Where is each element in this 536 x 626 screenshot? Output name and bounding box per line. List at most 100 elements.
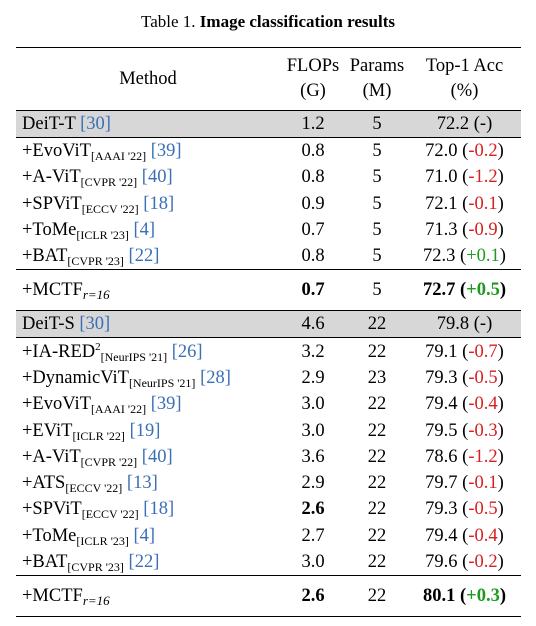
acc-delta: -1.2 <box>468 167 498 188</box>
flops-cell: 0.8 <box>301 167 325 188</box>
table-caption: Table 1. Image classification results <box>0 12 536 32</box>
acc-cell: 71.3 (-0.9) <box>408 217 521 243</box>
method-name: DeiT-S <box>22 314 80 335</box>
citation: [18] <box>138 499 175 520</box>
acc-value: 79.3 ( <box>425 499 469 520</box>
params-cell: 5 <box>372 246 382 267</box>
table-row: +ToMe[ICLR '23] [4] 0.7 5 71.3 (-0.9) <box>16 217 521 243</box>
method-name: +BAT <box>22 246 68 267</box>
params-cell: 22 <box>367 552 387 572</box>
acc-cell: 78.6 (-1.2) <box>408 444 521 470</box>
caption-label: Table 1. <box>141 12 196 31</box>
citation: [18] <box>138 193 175 214</box>
citation: [4] <box>128 525 156 546</box>
method-cell: +MCTFr=16 <box>16 269 280 311</box>
params-cell: 5 <box>372 167 382 188</box>
acc-close: ) <box>497 341 504 362</box>
acc-delta: -0.4 <box>468 525 498 546</box>
header-method: Method <box>16 47 280 111</box>
acc-value: 79.5 ( <box>425 420 469 441</box>
acc-delta: -0.1 <box>468 473 498 494</box>
method-cell: +A-ViT[CVPR '22] [40] <box>16 444 280 470</box>
flops-cell: 0.9 <box>301 193 325 214</box>
citation: [39] <box>146 394 182 415</box>
flops-cell: 2.7 <box>301 525 325 546</box>
summary-row: +MCTFr=16 2.6 22 80.1 (+0.3) <box>16 575 521 618</box>
acc-delta: -0.9 <box>468 220 498 241</box>
method-name: +ToMe <box>22 220 77 241</box>
venue-subscript: [AAAI '22] <box>90 402 147 417</box>
venue-subscript: [CVPR '22] <box>80 454 138 469</box>
params-cell: 22 <box>367 473 387 494</box>
table-row: +SPViT[ECCV '22] [18] 0.9 5 72.1 (-0.1) <box>16 191 521 217</box>
citation: [40] <box>137 446 173 467</box>
header-row: Method FLOPs Params Top-1 Acc <box>16 47 521 111</box>
method-cell: +DynamicViT[NeurIPS '21] [28] <box>16 365 280 391</box>
method-name: +SPViT <box>22 499 82 520</box>
table-row: +IA-RED2[NeurIPS '21] [26] 3.2 22 79.1 (-0.… <box>16 338 521 365</box>
venue-subscript: [ECCV '22] <box>81 507 139 522</box>
flops-cell: 0.8 <box>301 246 325 267</box>
citation: [4] <box>128 220 156 241</box>
params-cell: 5 <box>372 220 382 241</box>
acc-close: ) <box>499 246 506 267</box>
acc-close: ) <box>499 280 506 301</box>
method-cell: DeiT-T [30] <box>16 110 280 138</box>
acc-value: 72.3 ( <box>423 246 467 267</box>
acc-cell: 79.5 (-0.3) <box>408 417 521 443</box>
acc-value: 71.0 ( <box>425 167 469 188</box>
method-name: +BAT <box>22 552 68 572</box>
acc-cell: 79.1 (-0.7) <box>408 338 521 365</box>
flops-cell: 3.0 <box>301 394 325 415</box>
method-name: +MCTF <box>22 586 83 607</box>
params-cell: 22 <box>367 341 387 362</box>
venue-subscript: [ICLR '22] <box>72 428 125 443</box>
header-units-row: (G) (M) (%) <box>16 79 521 111</box>
venue-subscript: [AAAI '22] <box>90 149 147 164</box>
flops-cell: 1.2 <box>280 110 346 138</box>
params-cell: 22 <box>367 525 387 546</box>
acc-cell: 79.7 (-0.1) <box>408 470 521 496</box>
method-cell: +BAT[CVPR '23] [22] <box>16 243 280 270</box>
venue-subscript: [ICLR '23] <box>76 228 129 243</box>
acc-cell: 79.3 (-0.5) <box>408 496 521 522</box>
acc-cell: 71.0 (-1.2) <box>408 164 521 190</box>
method-cell: +ToMe[ICLR '23] [4] <box>16 217 280 243</box>
acc-value: 79.7 ( <box>425 473 469 494</box>
acc-delta: -0.5 <box>468 367 498 388</box>
acc-close: ) <box>497 525 504 546</box>
acc-cell: 79.4 (-0.4) <box>408 523 521 549</box>
citation: [30] <box>80 114 111 134</box>
acc-close: ) <box>499 586 506 607</box>
method-name: DeiT-T <box>22 114 81 134</box>
table-row: +EvoViT[AAAI '22] [39] 0.8 5 72.0 (-0.2) <box>16 138 521 165</box>
citation: [28] <box>195 367 231 388</box>
baseline-row: DeiT-T [30] 1.2 5 72.2 (-) <box>16 110 521 138</box>
params-cell: 5 <box>372 141 382 162</box>
method-name: +A-ViT <box>22 446 81 467</box>
acc-delta: -0.7 <box>468 341 498 362</box>
method-superscript: 2 <box>95 340 101 353</box>
acc-delta: +0.3 <box>466 586 500 607</box>
flops-cell: 4.6 <box>280 310 346 339</box>
method-cell: +ATS[ECCV '22] [13] <box>16 470 280 496</box>
acc-value: 71.3 ( <box>425 220 469 241</box>
method-subscript: r=16 <box>82 593 110 609</box>
citation: [40] <box>137 167 173 188</box>
acc-value: 72.1 ( <box>425 193 469 214</box>
acc-value: 72.0 ( <box>425 141 469 162</box>
table-row: +A-ViT[CVPR '22] [40] 0.8 5 71.0 (-1.2) <box>16 164 521 190</box>
acc-close: ) <box>497 446 504 467</box>
method-name: +SPViT <box>22 193 82 214</box>
flops-cell: 2.9 <box>301 473 325 494</box>
method-name: +EvoViT <box>22 141 91 162</box>
acc-delta: -0.1 <box>468 193 498 214</box>
acc-cell: 72.0 (-0.2) <box>408 138 521 165</box>
table-row: +EvoViT[AAAI '22] [39] 3.0 22 79.4 (-0.4) <box>16 391 521 417</box>
header-acc: Top-1 Acc <box>408 47 521 79</box>
params-cell: 22 <box>367 394 387 415</box>
acc-close: ) <box>497 220 504 241</box>
table-row: +ATS[ECCV '22] [13] 2.9 22 79.7 (-0.1) <box>16 470 521 496</box>
method-name: +EViT <box>22 420 73 441</box>
acc-cell: 79.3 (-0.5) <box>408 365 521 391</box>
